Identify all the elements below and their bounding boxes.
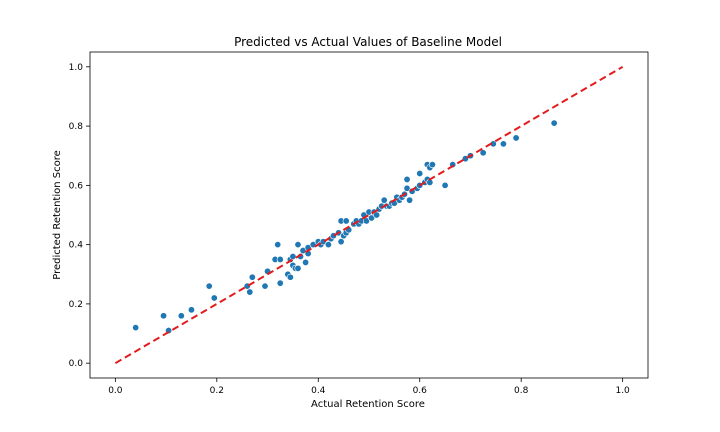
x-tick-label: 0.8 bbox=[514, 386, 529, 396]
data-point bbox=[368, 214, 376, 222]
data-point bbox=[403, 184, 411, 192]
x-tick-label: 1.0 bbox=[615, 386, 630, 396]
y-tick-label: 0.8 bbox=[69, 122, 84, 132]
data-point bbox=[406, 196, 414, 204]
data-point bbox=[294, 241, 302, 249]
data-point bbox=[246, 288, 254, 296]
x-tick-label: 0.6 bbox=[413, 386, 428, 396]
data-point bbox=[416, 170, 424, 178]
data-point bbox=[276, 279, 284, 287]
plot-area bbox=[89, 51, 649, 379]
x-axis: 0.0 0.2 0.4 0.6 0.8 1.0 bbox=[108, 378, 630, 396]
data-point bbox=[342, 217, 350, 225]
data-point bbox=[205, 282, 213, 290]
data-points bbox=[132, 119, 558, 335]
y-tick-label: 1.0 bbox=[69, 63, 84, 73]
x-tick-label: 0.4 bbox=[311, 386, 326, 396]
data-point bbox=[248, 273, 256, 281]
data-point bbox=[294, 264, 302, 272]
data-point bbox=[261, 282, 269, 290]
reference-line bbox=[114, 65, 624, 365]
data-point bbox=[187, 306, 195, 314]
data-point bbox=[274, 241, 282, 249]
data-point bbox=[289, 252, 297, 260]
data-point bbox=[302, 258, 310, 266]
data-point bbox=[324, 241, 332, 249]
data-point bbox=[210, 294, 218, 302]
y-axis: 0.0 0.2 0.4 0.6 0.8 1.0 bbox=[69, 63, 90, 369]
data-point bbox=[362, 217, 370, 225]
data-point bbox=[286, 273, 294, 281]
data-point bbox=[499, 140, 507, 148]
data-point bbox=[441, 181, 449, 189]
data-point bbox=[428, 161, 436, 169]
y-tick-label: 0.0 bbox=[69, 359, 84, 369]
chart-title: Predicted vs Actual Values of Baseline M… bbox=[234, 35, 502, 49]
y-tick-label: 0.2 bbox=[69, 300, 83, 310]
y-axis-label: Predicted Retention Score bbox=[52, 150, 63, 280]
x-tick-label: 0.0 bbox=[108, 386, 123, 396]
data-point bbox=[380, 196, 388, 204]
data-point bbox=[403, 175, 411, 183]
data-point bbox=[479, 149, 487, 157]
y-tick-label: 0.6 bbox=[69, 181, 84, 191]
data-point bbox=[550, 119, 558, 127]
data-point bbox=[177, 312, 185, 320]
data-point bbox=[512, 134, 520, 142]
y-tick-label: 0.4 bbox=[69, 241, 84, 251]
data-point bbox=[337, 238, 345, 246]
x-tick-label: 0.2 bbox=[210, 386, 224, 396]
data-point bbox=[373, 211, 381, 219]
data-point bbox=[276, 255, 284, 263]
data-point bbox=[132, 324, 140, 332]
x-axis-label: Actual Retention Score bbox=[311, 399, 425, 410]
data-point bbox=[160, 312, 168, 320]
